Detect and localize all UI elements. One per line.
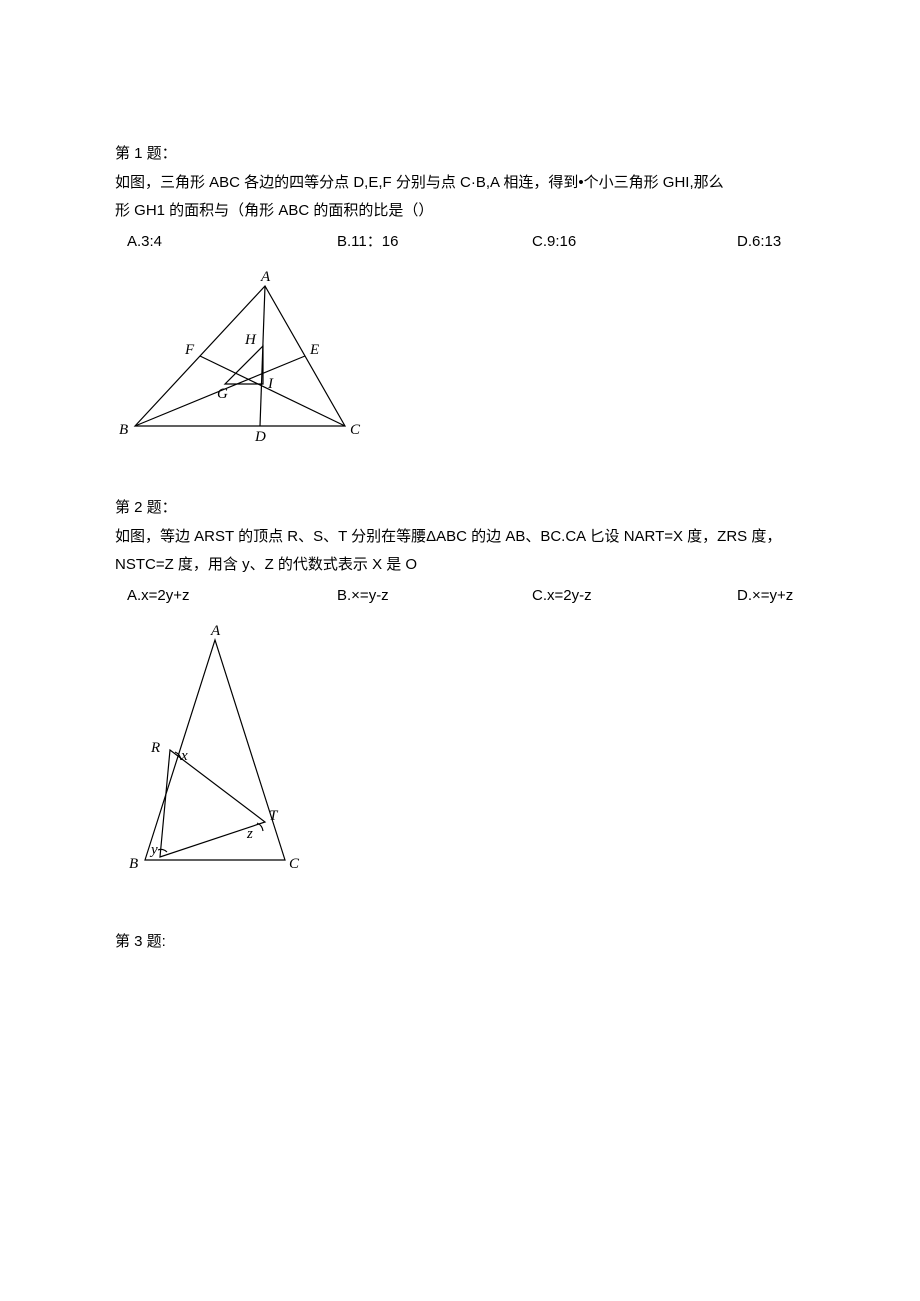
q2-option-c: C.x=2y-z — [532, 582, 737, 611]
q1-label-E: E — [309, 342, 319, 358]
question-2: 第 2 题： 如图，等边 ARST 的顶点 R、S、T 分别在等腰ΔABC 的边… — [115, 494, 805, 880]
q1-label-C: C — [350, 422, 361, 438]
q1-figure: A B C D E F G H I — [115, 266, 805, 446]
page: 第 1 题： 如图，三角形 ABC 各边的四等分点 D,E,F 分别与点 C·B… — [0, 0, 920, 1065]
q1-label-A: A — [260, 269, 271, 285]
q2-label-B: B — [129, 856, 138, 872]
q1-label-D: D — [254, 429, 266, 445]
q2-option-d: D.×=y+z — [737, 582, 817, 611]
q1-label-B: B — [119, 422, 128, 438]
question-3: 第 3 题: — [115, 928, 805, 957]
q1-label-G: G — [217, 386, 228, 402]
q2-line2: NSTC=Z 度，用含 y、Z 的代数式表示 X 是 O — [115, 551, 805, 580]
q2-line1: 如图，等边 ARST 的顶点 R、S、T 分别在等腰ΔABC 的边 AB、BC.… — [115, 523, 805, 552]
q1-label-F: F — [184, 342, 195, 358]
q2-options: A.x=2y+z B.×=y-z C.x=2y-z D.×=y+z — [115, 582, 817, 611]
q2-label-A: A — [210, 623, 221, 639]
q2-triangle-svg: A B C R S T x y z — [115, 620, 315, 880]
q1-line1: 如图，三角形 ABC 各边的四等分点 D,E,F 分别与点 C·B,A 相连，得… — [115, 169, 805, 198]
q1-label-I: I — [267, 376, 274, 392]
question-1: 第 1 题： 如图，三角形 ABC 各边的四等分点 D,E,F 分别与点 C·B… — [115, 140, 805, 446]
q1-option-c: C.9:16 — [532, 228, 737, 257]
q2-label-z: z — [246, 826, 253, 842]
q1-triangle-svg: A B C D E F G H I — [115, 266, 375, 446]
q1-label-H: H — [244, 332, 257, 348]
q1-options: A.3:4 B.11：16 C.9:16 D.6:13 — [115, 228, 817, 257]
q1-option-a: A.3:4 — [127, 228, 337, 257]
q1-option-d: D.6:13 — [737, 228, 817, 257]
q1-line2: 形 GH1 的面积与（角形 ABC 的面积的比是（） — [115, 197, 805, 226]
q2-label-T: T — [269, 808, 279, 824]
q2-label-C: C — [289, 856, 300, 872]
q2-label-x: x — [180, 748, 188, 764]
q2-label: 第 2 题： — [115, 494, 805, 523]
q3-label: 第 3 题: — [115, 928, 805, 957]
q2-figure: A B C R S T x y z — [115, 620, 805, 880]
q2-label-R: R — [150, 740, 160, 756]
q2-label-y: y — [149, 842, 158, 858]
q1-label: 第 1 题： — [115, 140, 805, 169]
q1-option-b: B.11：16 — [337, 228, 532, 257]
q2-option-a: A.x=2y+z — [127, 582, 337, 611]
q2-option-b: B.×=y-z — [337, 582, 532, 611]
